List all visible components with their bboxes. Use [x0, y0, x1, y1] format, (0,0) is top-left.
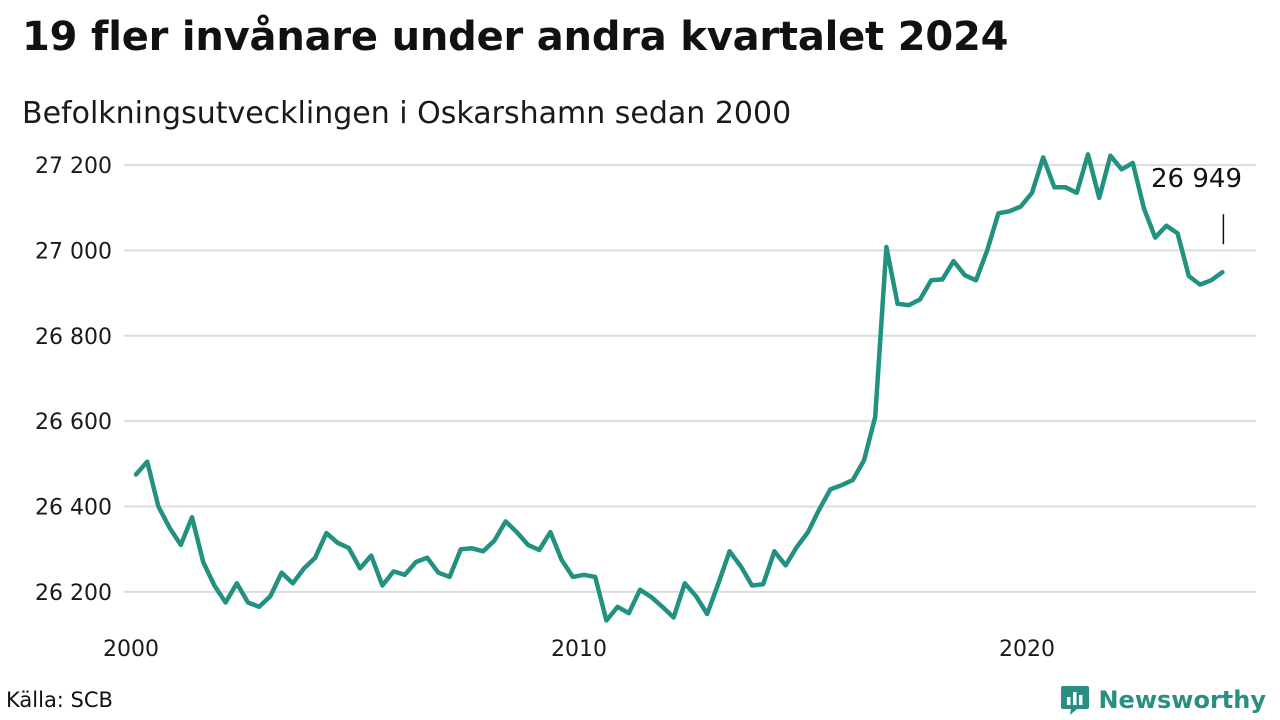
- y-tick-label: 26 200: [35, 581, 112, 606]
- brand-name: Newsworthy: [1098, 686, 1266, 714]
- chart-title: 19 fler invånare under andra kvartalet 2…: [22, 14, 1009, 60]
- x-tick-label: 2010: [551, 637, 607, 662]
- newsworthy-logo-icon: [1061, 686, 1090, 715]
- x-axis-ticks: 2000 2010 2020: [103, 637, 1055, 662]
- x-tick-label: 2000: [103, 637, 159, 662]
- last-value-label: 26 949: [1151, 164, 1242, 194]
- brand-logo: Newsworthy: [1060, 684, 1266, 716]
- y-tick-label: 26 600: [35, 410, 112, 435]
- y-tick-label: 27 200: [35, 154, 112, 179]
- y-axis-ticks: 26 200 26 400 26 600 26 800 27 000 27 200: [35, 154, 112, 606]
- series-line-0: [133, 152, 1225, 623]
- source-note: Källa: SCB: [6, 688, 113, 712]
- annotation-layer: 26 949: [1151, 164, 1242, 245]
- y-tick-label: 26 400: [35, 496, 112, 521]
- x-tick-label: 2020: [999, 637, 1055, 662]
- y-tick-label: 26 800: [35, 325, 112, 350]
- y-gridlines: [124, 164, 1256, 593]
- y-tick-label: 27 000: [35, 239, 112, 264]
- chart-subtitle: Befolkningsutvecklingen i Oskarshamn sed…: [22, 96, 792, 131]
- series-layer: [133, 152, 1225, 623]
